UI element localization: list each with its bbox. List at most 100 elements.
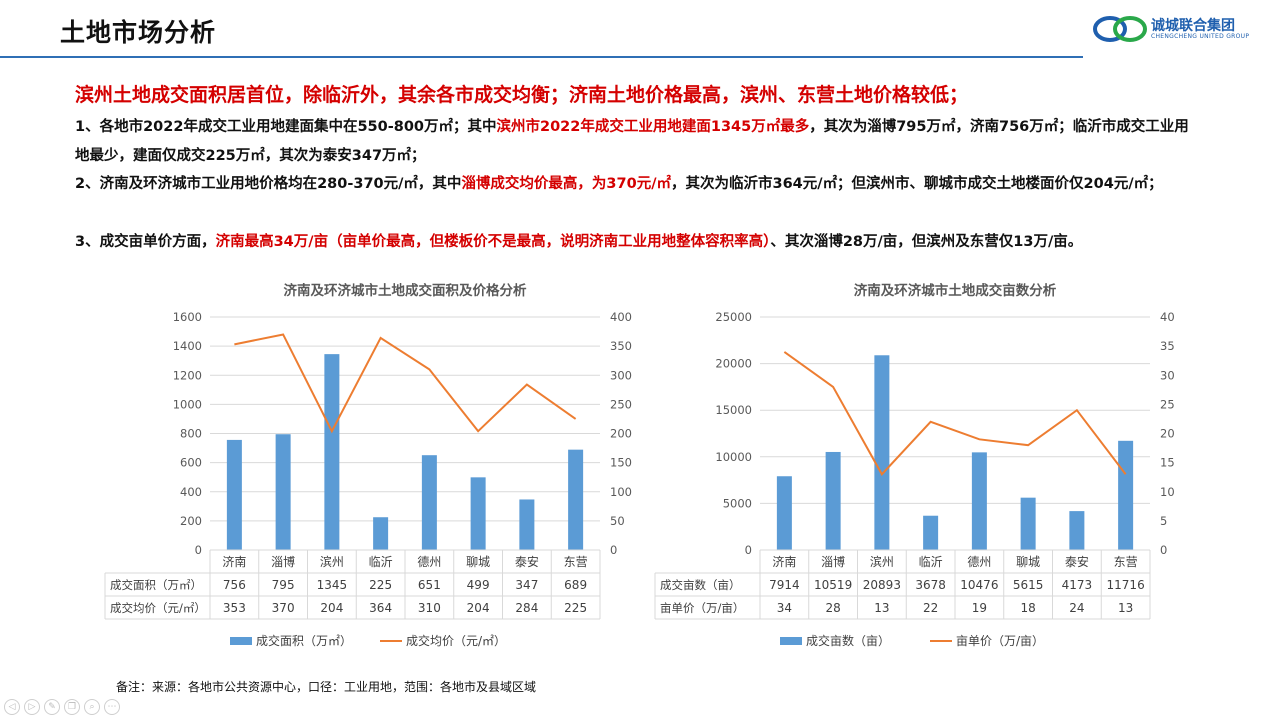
category-label: 泰安 [1065, 554, 1089, 569]
data-label: 756 [223, 578, 246, 592]
point-3-text: 3、成交亩单价方面， [75, 234, 216, 250]
point-1-highlight: 滨州市2022年成交工业用地建面1345万㎡最多 [496, 119, 810, 135]
table-row-header: 成交面积（万㎡） [110, 578, 202, 592]
price-line [783, 351, 1127, 476]
bar [923, 515, 939, 550]
bar [825, 451, 841, 550]
legend-label: 成交面积（万㎡） [256, 633, 352, 648]
data-label: 353 [223, 601, 246, 615]
y2-tick-label: 30 [1160, 368, 1175, 382]
point-2-text: 2、济南及环济城市工业用地价格均在280-370元/㎡，其中 [75, 176, 462, 192]
y2-tick-label: 400 [610, 310, 632, 324]
data-label: 689 [564, 578, 587, 592]
legend-label: 成交均价（元/㎡） [406, 633, 506, 648]
y-tick-label: 15000 [715, 403, 752, 417]
price-line [234, 333, 577, 434]
point-1-text-rest: ，其次为淄博795万㎡，济南756万㎡；临沂市成交工业用地最少，建面仅成交225… [75, 119, 1189, 164]
data-label: 347 [515, 578, 538, 592]
data-label: 22 [923, 601, 938, 615]
data-label: 10476 [960, 578, 998, 592]
data-label: 19 [972, 601, 987, 615]
category-label: 淄博 [821, 554, 845, 569]
data-label: 24 [1069, 601, 1084, 615]
y-tick-label: 400 [180, 485, 202, 499]
bar [421, 455, 437, 550]
company-logo [1093, 16, 1147, 42]
legend-bar-swatch [780, 637, 802, 645]
bar [324, 354, 340, 550]
y2-tick-label: 5 [1160, 514, 1167, 528]
y2-tick-label: 20 [1160, 427, 1175, 441]
point-3-text-rest: 、其次淄博28万/亩，但滨州及东营仅13万/亩。 [770, 234, 1083, 250]
data-label: 34 [777, 601, 792, 615]
y-tick-label: 200 [180, 514, 202, 528]
page-title: 土地市场分析 [60, 18, 217, 47]
chart-title: 济南及环济城市土地成交亩数分析 [854, 282, 1057, 299]
data-label: 10519 [814, 578, 852, 592]
summary-point-3: 3、成交亩单价方面，济南最高34万/亩（亩单价最高，但楼板价不是最高，说明济南工… [75, 228, 1200, 257]
bar [275, 434, 291, 550]
data-label: 204 [467, 601, 490, 615]
prev-icon[interactable]: ◁ [4, 699, 20, 715]
y-tick-label: 0 [195, 543, 202, 557]
y-tick-label: 600 [180, 456, 202, 470]
category-label: 聊城 [466, 555, 490, 569]
summary-point-2: 2、济南及环济城市工业用地价格均在280-370元/㎡，其中淄博成交均价最高，为… [75, 170, 1200, 199]
category-label: 泰安 [515, 554, 539, 569]
category-label: 济南 [772, 554, 796, 569]
header-divider [0, 56, 1083, 58]
legend-label: 成交亩数（亩） [806, 633, 890, 648]
y-tick-label: 800 [180, 427, 202, 441]
category-label: 淄博 [271, 554, 295, 569]
bar [971, 452, 987, 550]
bar [1020, 497, 1036, 550]
table-row-header: 成交均价（元/㎡） [110, 601, 206, 615]
bar [776, 476, 792, 550]
category-label: 东营 [564, 555, 588, 569]
legend-bar-swatch [230, 637, 252, 645]
data-label: 13 [1118, 601, 1133, 615]
data-label: 4173 [1062, 578, 1093, 592]
data-label: 370 [272, 601, 295, 615]
y-tick-label: 5000 [723, 496, 752, 510]
copy-icon[interactable]: ❐ [64, 699, 80, 715]
next-icon[interactable]: ▷ [24, 699, 40, 715]
area-price-chart: 济南及环济城市土地成交面积及价格分析0200400600800100012001… [104, 282, 632, 648]
y-tick-label: 1400 [173, 339, 202, 353]
bar [373, 517, 389, 550]
data-label: 204 [320, 601, 343, 615]
category-label: 临沂 [369, 555, 393, 569]
category-label: 德州 [417, 554, 441, 569]
legend-label: 亩单价（万/亩） [956, 633, 1044, 648]
y2-tick-label: 250 [610, 397, 632, 411]
y2-tick-label: 0 [1160, 543, 1167, 557]
data-label: 28 [825, 601, 840, 615]
y2-tick-label: 0 [610, 543, 617, 557]
logo-name: 诚城联合集团 [1151, 18, 1235, 34]
category-label: 聊城 [1016, 555, 1040, 569]
data-label: 11716 [1107, 578, 1145, 592]
chart-title: 济南及环济城市土地成交面积及价格分析 [284, 282, 527, 299]
presentation-toolbar: ◁ ▷ ✎ ❐ ⌕ ⋯ [4, 699, 120, 717]
acreage-chart: 济南及环济城市土地成交亩数分析 0 5000 10000 15000 20000 25000… [654, 282, 1175, 648]
data-label: 7914 [769, 578, 800, 592]
summary-point-1: 1、各地市2022年成交工业用地建面集中在550-800万㎡；其中滨州市2022… [75, 113, 1200, 171]
category-label: 济南 [222, 554, 246, 569]
point-2-text-rest: ，其次为临沂市364元/㎡；但滨州市、聊城市成交土地楼面价仅204元/㎡； [671, 176, 1163, 192]
data-label: 795 [272, 578, 295, 592]
y2-tick-label: 100 [610, 485, 632, 499]
y-tick-label: 1600 [173, 310, 202, 324]
y-tick-label: 10000 [715, 450, 752, 464]
bar [874, 355, 890, 550]
data-label: 3678 [915, 578, 946, 592]
y-tick-label: 25000 [715, 310, 752, 324]
y2-tick-label: 200 [610, 427, 632, 441]
pen-icon[interactable]: ✎ [44, 699, 60, 715]
y2-tick-label: 25 [1160, 397, 1175, 411]
data-label: 1345 [317, 578, 348, 592]
data-label: 310 [418, 601, 441, 615]
y2-tick-label: 50 [610, 514, 625, 528]
zoom-icon[interactable]: ⌕ [84, 699, 100, 715]
more-icon[interactable]: ⋯ [104, 699, 120, 715]
category-label: 滨州 [320, 554, 344, 569]
